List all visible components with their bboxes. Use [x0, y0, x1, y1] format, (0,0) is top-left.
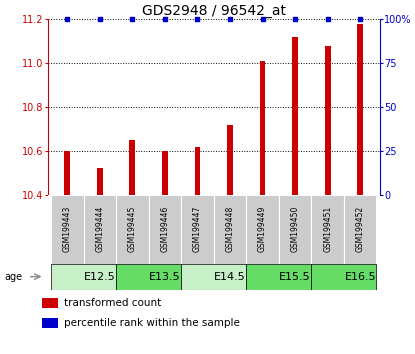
Text: E15.5: E15.5 [279, 272, 311, 282]
Bar [311, 195, 344, 264]
Bar [116, 195, 149, 264]
Point [227, 17, 233, 22]
Bar [311, 264, 376, 290]
Text: E16.5: E16.5 [344, 272, 376, 282]
Bar [51, 264, 116, 290]
Point [96, 17, 103, 22]
Bar [83, 195, 116, 264]
Title: GDS2948 / 96542_at: GDS2948 / 96542_at [142, 5, 286, 18]
Text: GSM199444: GSM199444 [95, 206, 104, 252]
Point [129, 17, 136, 22]
Text: GSM199452: GSM199452 [356, 206, 365, 252]
Text: GSM199450: GSM199450 [290, 206, 300, 252]
Text: age: age [4, 272, 22, 282]
Text: percentile rank within the sample: percentile rank within the sample [64, 318, 240, 328]
Bar [64, 151, 70, 195]
Text: GSM199445: GSM199445 [128, 206, 137, 252]
Bar [214, 195, 246, 264]
Bar [42, 318, 58, 328]
Point [64, 17, 71, 22]
Text: GSM199447: GSM199447 [193, 206, 202, 252]
Bar [227, 125, 233, 195]
Bar [260, 61, 266, 195]
Bar [149, 195, 181, 264]
Bar [51, 195, 83, 264]
Bar [325, 46, 331, 195]
Bar [195, 147, 200, 195]
Text: E14.5: E14.5 [214, 272, 246, 282]
Text: E13.5: E13.5 [149, 272, 181, 282]
Bar [162, 151, 168, 195]
Point [325, 17, 331, 22]
Bar [246, 264, 311, 290]
Text: GSM199451: GSM199451 [323, 206, 332, 252]
Bar [292, 37, 298, 195]
Bar [181, 195, 214, 264]
Text: GSM199448: GSM199448 [225, 206, 234, 252]
Bar [344, 195, 376, 264]
Bar [97, 169, 103, 195]
Bar [279, 195, 311, 264]
Text: GSM199449: GSM199449 [258, 206, 267, 252]
Point [357, 17, 364, 22]
Text: GSM199446: GSM199446 [161, 206, 169, 252]
Bar [357, 24, 363, 195]
Bar [42, 298, 58, 308]
Point [161, 17, 168, 22]
Point [259, 17, 266, 22]
Bar [129, 140, 135, 195]
Bar [181, 264, 246, 290]
Text: GSM199443: GSM199443 [63, 206, 72, 252]
Bar [116, 264, 181, 290]
Text: E12.5: E12.5 [84, 272, 116, 282]
Point [194, 17, 201, 22]
Text: transformed count: transformed count [64, 298, 161, 308]
Point [292, 17, 298, 22]
Bar [246, 195, 279, 264]
